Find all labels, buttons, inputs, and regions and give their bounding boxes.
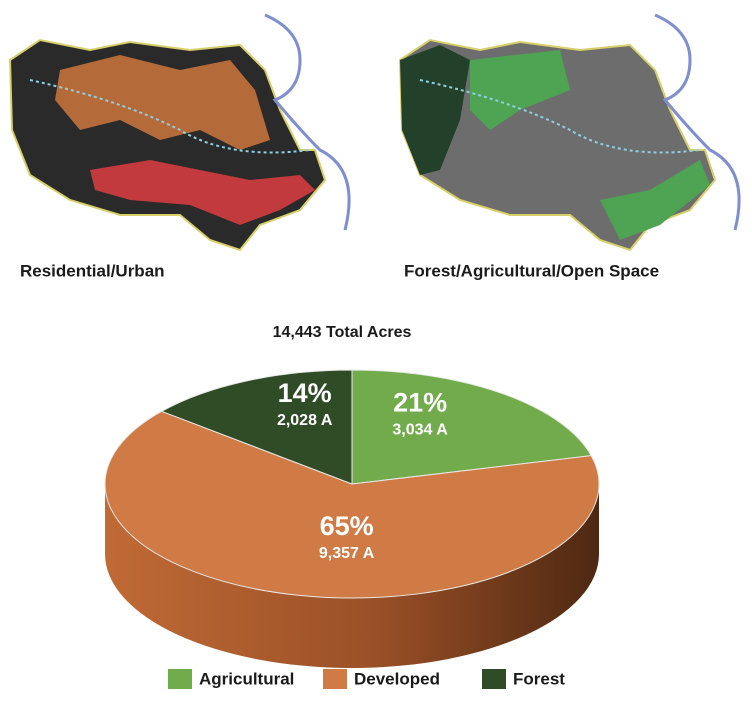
pie-slice-side [105, 484, 599, 668]
map-caption: Forest/Agricultural/Open Space [404, 261, 659, 280]
pie-slice [160, 369, 353, 485]
legend-swatch [482, 669, 506, 689]
pie-acres-label: 9,357 A [319, 545, 375, 562]
pie-percent-label: 21% [393, 388, 447, 418]
pie-slice [104, 410, 600, 599]
pie-slice [351, 369, 593, 485]
pie-percent-label: 14% [278, 378, 332, 408]
pie-percent-label: 65% [320, 511, 374, 541]
map-residential [8, 13, 351, 252]
legend-label: Forest [513, 669, 565, 688]
pie-acres-label: 2,028 A [277, 412, 333, 429]
legend-label: Agricultural [199, 669, 294, 688]
pie: 21% 3,034 A 65% 9,357 A 14% 2,028 A [104, 369, 600, 668]
map-caption: Residential/Urban [20, 261, 165, 280]
legend-swatch [168, 669, 192, 689]
map-forest [398, 13, 741, 252]
legend-swatch [323, 669, 347, 689]
pie-acres-label: 3,034 A [392, 422, 448, 439]
legend-label: Developed [354, 669, 440, 688]
legend: Agricultural Developed Forest [168, 669, 565, 689]
chart-title: 14,443 Total Acres [273, 324, 412, 341]
